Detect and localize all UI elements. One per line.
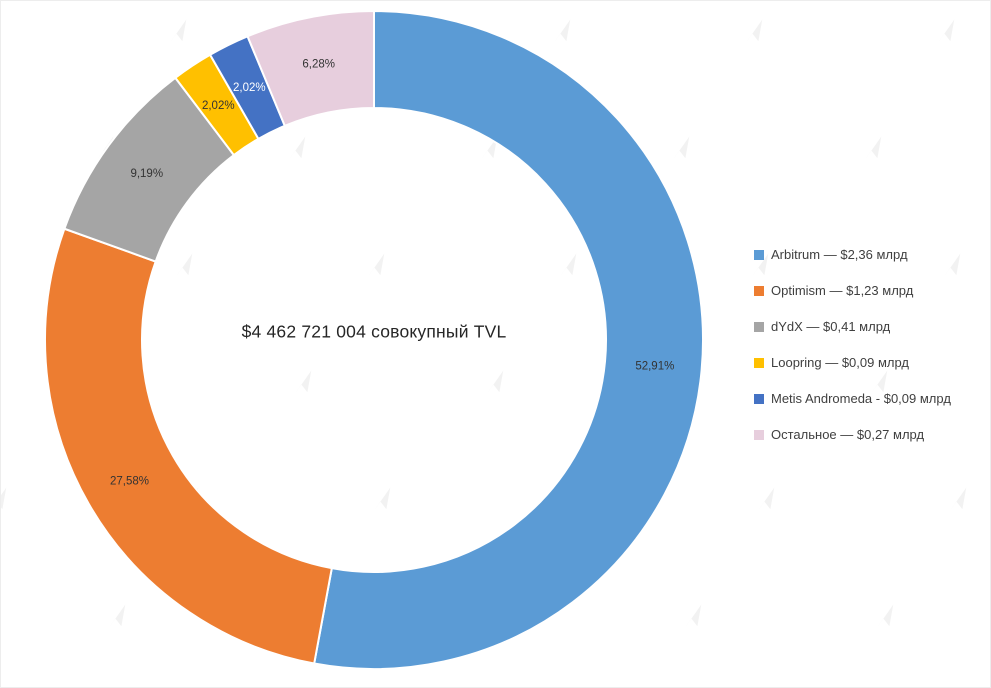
watermark-logo-icon [294, 370, 312, 395]
chart-center-total: $4 462 721 004 совокупный TVL [241, 321, 507, 342]
legend-marker-icon [754, 249, 764, 260]
legend-item-metis-andromeda: Metis Andromeda - $0,09 млрд [754, 389, 951, 408]
legend-label: Arbitrum — $2,36 млрд [771, 247, 908, 262]
legend-label: Metis Andromeda - $0,09 млрд [771, 391, 951, 406]
watermark-logo-icon [108, 604, 126, 629]
legend-marker-icon [754, 321, 764, 332]
legend-item-item-5: Остальное — $0,27 млрд [754, 425, 951, 444]
legend-item-dydx: dYdX — $0,41 млрд [754, 317, 951, 336]
legend-marker-icon [754, 393, 764, 404]
segment-percent-label-item-5: 6,28% [302, 58, 335, 70]
legend-item-arbitrum: Arbitrum — $2,36 млрд [754, 245, 951, 264]
watermark-logo-icon [559, 253, 577, 278]
watermark-logo-icon [373, 487, 391, 512]
watermark-logo-icon [751, 253, 769, 278]
donut-segment-arbitrum [313, 9, 704, 670]
segment-percent-label-metis-andromeda: 2,02% [233, 82, 266, 94]
segment-percent-label-loopring: 2,02% [202, 100, 235, 112]
segment-percent-label-dydx: 9,19% [130, 168, 163, 180]
legend-marker-icon [754, 429, 764, 440]
watermark-logo-icon [480, 136, 498, 161]
watermark-logo-icon [175, 253, 193, 278]
legend-label: Optimism — $1,23 млрд [771, 283, 914, 298]
segment-percent-label-optimism: 27,58% [110, 475, 149, 487]
legend-item-optimism: Optimism — $1,23 млрд [754, 281, 951, 300]
watermark-logo-icon [943, 253, 961, 278]
watermark-logo-icon [486, 370, 504, 395]
legend-item-loopring: Loopring — $0,09 млрд [754, 353, 951, 372]
donut-segment-item-5 [246, 9, 375, 128]
legend-marker-icon [754, 285, 764, 296]
legend-label: Остальное — $0,27 млрд [771, 427, 925, 442]
watermark-logo-icon [949, 487, 967, 512]
watermark-logo-icon [672, 136, 690, 161]
watermark-logo-icon [876, 604, 894, 629]
watermark-logo-icon [937, 19, 955, 44]
watermark-logo-icon [870, 370, 888, 395]
watermark-logo-icon [757, 487, 775, 512]
legend-marker-icon [754, 357, 764, 368]
watermark-logo-icon [745, 19, 763, 44]
watermark-logo-icon [1, 487, 7, 512]
legend-label: dYdX — $0,41 млрд [771, 319, 891, 334]
segment-percent-label-arbitrum: 52,91% [635, 361, 674, 373]
watermark-logo-icon [684, 604, 702, 629]
watermark-logo-icon [169, 19, 187, 44]
donut-segment-optimism [44, 227, 333, 665]
watermark-logo-icon [553, 19, 571, 44]
chart-legend: Arbitrum — $2,36 млрд Optimism — $1,23 мл… [754, 245, 951, 461]
legend-label: Loopring — $0,09 млрд [771, 355, 910, 370]
watermark-logo-icon [288, 136, 306, 161]
watermark-logo-icon [864, 136, 882, 161]
watermark-logo-icon [367, 253, 385, 278]
